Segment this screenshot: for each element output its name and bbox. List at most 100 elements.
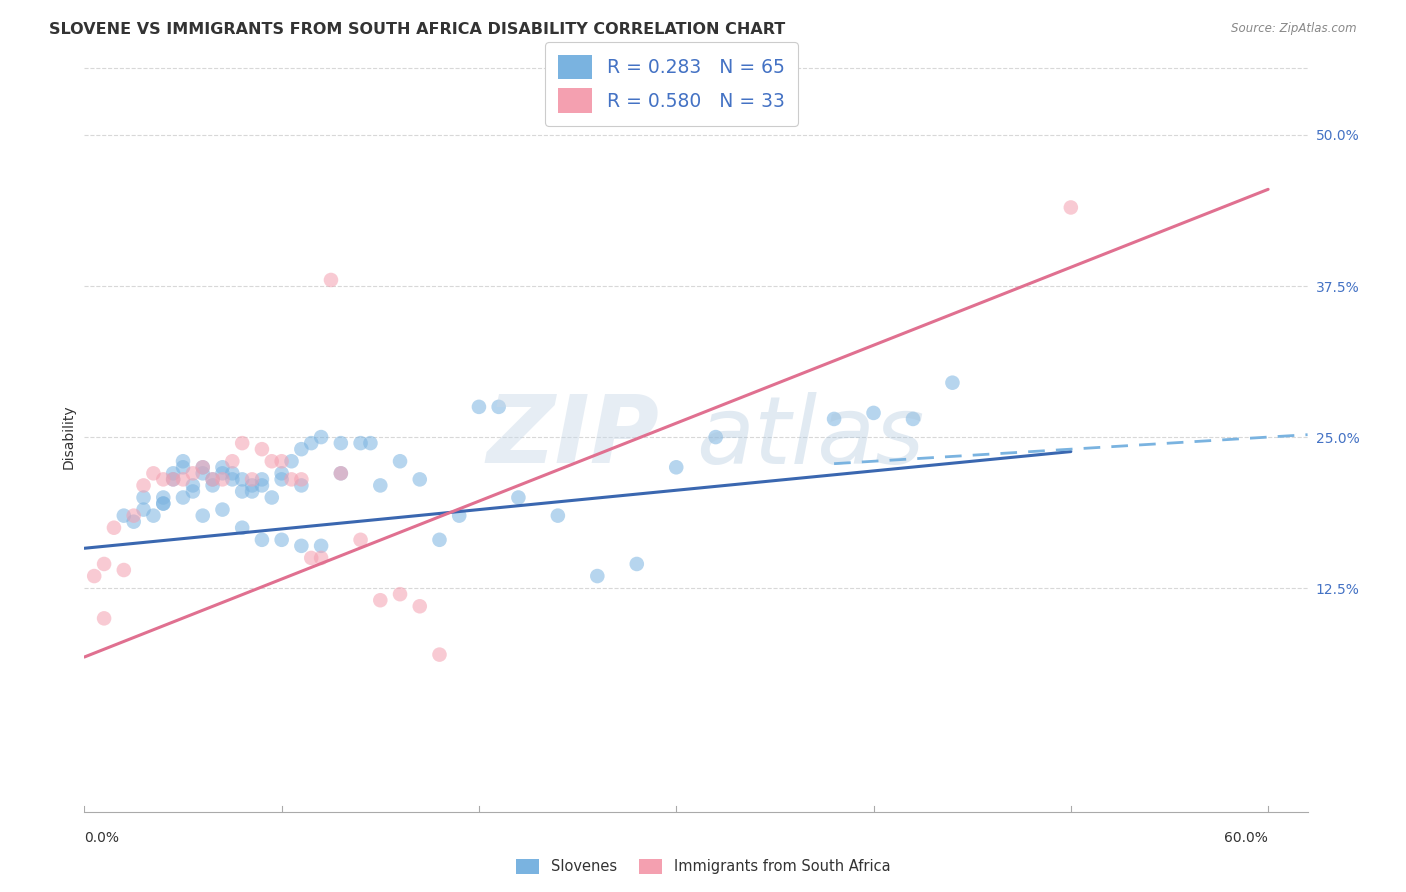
Point [409, 599, 432, 614]
Point [191, 508, 214, 523]
Point [280, 454, 302, 468]
Point [508, 491, 530, 505]
Point [231, 472, 253, 486]
Point [449, 508, 471, 523]
Point [250, 472, 273, 486]
Point [329, 467, 352, 481]
Point [162, 467, 184, 481]
Point [290, 478, 312, 492]
Point [112, 508, 135, 523]
Point [240, 478, 263, 492]
Text: SLOVENE VS IMMIGRANTS FROM SOUTH AFRICA DISABILITY CORRELATION CHART: SLOVENE VS IMMIGRANTS FROM SOUTH AFRICA … [49, 22, 786, 37]
Point [240, 484, 263, 499]
Point [941, 376, 963, 390]
Point [389, 454, 412, 468]
Point [122, 508, 145, 523]
Point [93, 611, 115, 625]
Point [250, 533, 273, 547]
Point [191, 467, 214, 481]
Text: 60.0%: 60.0% [1225, 831, 1268, 845]
Point [250, 442, 273, 457]
Point [309, 550, 332, 565]
Point [299, 550, 322, 565]
Legend: R = 0.283   N = 65, R = 0.580   N = 33: R = 0.283 N = 65, R = 0.580 N = 33 [546, 42, 799, 126]
Point [191, 460, 214, 475]
Point [172, 472, 194, 486]
Text: atlas: atlas [696, 392, 924, 483]
Point [250, 478, 273, 492]
Point [211, 472, 233, 486]
Text: 0.0%: 0.0% [84, 831, 120, 845]
Point [290, 442, 312, 457]
Point [409, 472, 432, 486]
Point [231, 436, 253, 450]
Point [162, 472, 184, 486]
Point [270, 472, 292, 486]
Point [211, 502, 233, 516]
Point [132, 478, 155, 492]
Y-axis label: Disability: Disability [62, 405, 76, 469]
Point [260, 454, 283, 468]
Point [132, 491, 155, 505]
Point [181, 484, 204, 499]
Point [329, 436, 352, 450]
Point [122, 515, 145, 529]
Point [142, 467, 165, 481]
Point [260, 491, 283, 505]
Point [142, 508, 165, 523]
Point [152, 472, 174, 486]
Point [201, 478, 224, 492]
Point [586, 569, 609, 583]
Point [665, 460, 688, 475]
Point [172, 491, 194, 505]
Point [329, 467, 352, 481]
Point [270, 533, 292, 547]
Text: ZIP: ZIP [486, 391, 659, 483]
Point [93, 557, 115, 571]
Point [901, 412, 924, 426]
Point [349, 436, 371, 450]
Point [309, 430, 332, 444]
Point [368, 593, 391, 607]
Point [704, 430, 727, 444]
Point [211, 467, 233, 481]
Point [1060, 201, 1083, 215]
Point [319, 273, 342, 287]
Point [359, 436, 381, 450]
Point [429, 533, 451, 547]
Point [172, 454, 194, 468]
Point [349, 533, 371, 547]
Point [626, 557, 648, 571]
Point [231, 521, 253, 535]
Point [221, 472, 243, 486]
Point [290, 539, 312, 553]
Point [152, 491, 174, 505]
Point [270, 467, 292, 481]
Point [468, 400, 491, 414]
Point [389, 587, 412, 601]
Point [83, 569, 105, 583]
Point [112, 563, 135, 577]
Point [181, 478, 204, 492]
Point [290, 472, 312, 486]
Point [191, 460, 214, 475]
Point [221, 454, 243, 468]
Point [862, 406, 884, 420]
Point [547, 508, 569, 523]
Point [152, 497, 174, 511]
Point [429, 648, 451, 662]
Point [211, 460, 233, 475]
Point [201, 472, 224, 486]
Text: Source: ZipAtlas.com: Source: ZipAtlas.com [1232, 22, 1357, 36]
Point [132, 502, 155, 516]
Point [162, 472, 184, 486]
Point [280, 472, 302, 486]
Point [221, 467, 243, 481]
Point [270, 454, 292, 468]
Point [201, 472, 224, 486]
Point [488, 400, 510, 414]
Point [231, 484, 253, 499]
Point [240, 472, 263, 486]
Point [309, 539, 332, 553]
Point [103, 521, 125, 535]
